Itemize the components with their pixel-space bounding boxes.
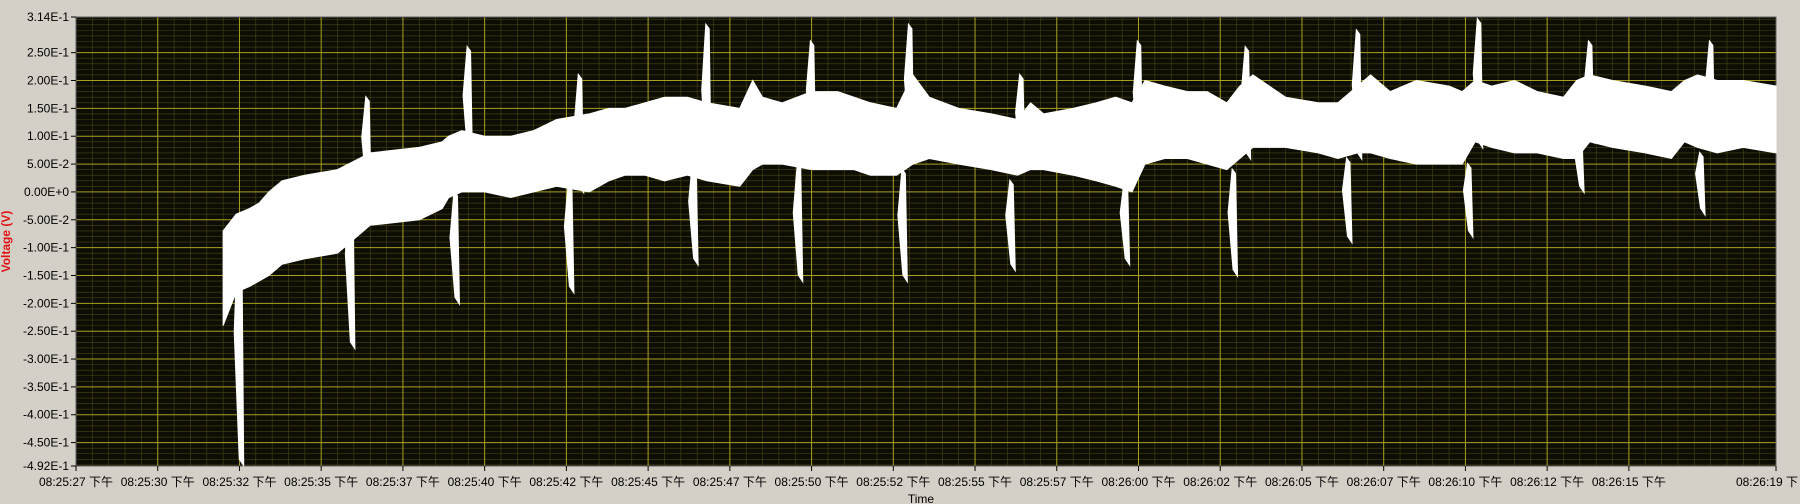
x-tick-label: 08:25:27 下午	[39, 475, 113, 489]
plot-frame	[75, 16, 1777, 467]
signal-spike	[1583, 39, 1595, 145]
x-tick-label: 08:25:52 下午	[856, 475, 930, 489]
signal-spike	[1132, 39, 1144, 167]
y-tick-label: 2.00E-1	[27, 74, 69, 88]
x-tick-label: 08:25:32 下午	[202, 475, 276, 489]
y-tick-label: -4.50E-1	[23, 436, 69, 450]
y-tick-label: -3.50E-1	[23, 380, 69, 394]
y-tick-label: 2.50E-1	[27, 46, 69, 60]
y-tick-label: 5.00E-2	[27, 157, 69, 171]
x-tick-label: 08:25:30 下午	[121, 475, 195, 489]
signal-spike	[1704, 39, 1716, 150]
y-tick-label: -3.00E-1	[23, 352, 69, 366]
y-tick-label: 1.00E-1	[27, 129, 69, 143]
x-tick-label: 08:25:45 下午	[611, 475, 685, 489]
signal-spike	[462, 45, 474, 167]
y-tick-label: -2.50E-1	[23, 324, 69, 338]
y-tick-label: -1.00E-1	[23, 241, 69, 255]
signal-spike	[805, 39, 817, 162]
y-tick-label: -5.00E-2	[23, 213, 69, 227]
x-tick-label: 08:25:55 下午	[938, 475, 1012, 489]
x-tick-label: 08:26:02 下午	[1183, 475, 1257, 489]
y-axis-title: Voltage (V)	[0, 211, 13, 273]
signal-spike	[701, 22, 712, 178]
signal-envelope	[222, 73, 1777, 326]
x-tick-label: 08:25:40 下午	[448, 475, 522, 489]
signal-spike	[361, 95, 372, 201]
y-tick-label: 3.14E-1	[27, 10, 69, 24]
x-tick-label: 08:26:15 下午	[1592, 475, 1666, 489]
x-tick-label: 08:25:47 下午	[693, 475, 767, 489]
signal-spike	[903, 22, 915, 156]
x-tick-label: 08:26:10 下午	[1428, 475, 1502, 489]
signal-spike	[1351, 28, 1363, 162]
x-tick-label: 08:26:05 下午	[1265, 475, 1339, 489]
x-tick-label: 08:25:42 下午	[529, 475, 603, 489]
x-tick-label: 08:25:50 下午	[775, 475, 849, 489]
signal-spike	[792, 162, 804, 284]
x-tick-label: 08:25:37 下午	[366, 475, 440, 489]
y-tick-label: -1.50E-1	[23, 268, 69, 282]
y-tick-label: 0.00E+0	[24, 185, 69, 199]
signal-spike	[1119, 178, 1131, 267]
x-tick-label: 08:26:19 下	[1736, 475, 1798, 489]
signal-spike	[1005, 178, 1016, 273]
x-tick-label: 08:26:00 下午	[1101, 475, 1175, 489]
signal-spike	[1015, 72, 1026, 173]
y-tick-label: -2.00E-1	[23, 296, 69, 310]
x-tick-label: 08:25:57 下午	[1020, 475, 1094, 489]
signal-spike	[1462, 162, 1474, 240]
signal-spike	[1227, 167, 1239, 279]
x-axis-title: Time	[908, 492, 935, 504]
y-tick-label: -4.00E-1	[23, 408, 69, 422]
y-axis-ticks: 3.14E-1 2.50E-1 2.00E-1 1.50E-1 1.00E-1 5.00E…	[23, 10, 76, 473]
voltage-trace	[222, 17, 1777, 468]
x-axis-ticks: 08:25:27 下午 08:25:30 下午 08:25:32 下午 08:25:3…	[39, 466, 1798, 489]
signal-spike	[449, 189, 461, 306]
signal-spike	[1240, 45, 1252, 162]
y-tick-label: -4.92E-1	[23, 459, 69, 473]
x-tick-label: 08:25:35 下午	[284, 475, 358, 489]
signal-spike	[344, 178, 356, 351]
signal-spike	[1341, 156, 1353, 245]
signal-spike	[1574, 134, 1585, 195]
signal-spike	[1695, 151, 1706, 217]
signal-spike	[688, 156, 699, 267]
signal-spike	[573, 72, 585, 195]
y-tick-label: 1.50E-1	[27, 101, 69, 115]
signal-spike	[233, 217, 245, 468]
signal-spike	[563, 178, 575, 295]
x-tick-label: 08:26:07 下午	[1347, 475, 1421, 489]
signal-spike	[1472, 17, 1484, 150]
signal-spike	[897, 167, 908, 284]
x-tick-label: 08:26:12 下午	[1510, 475, 1584, 489]
